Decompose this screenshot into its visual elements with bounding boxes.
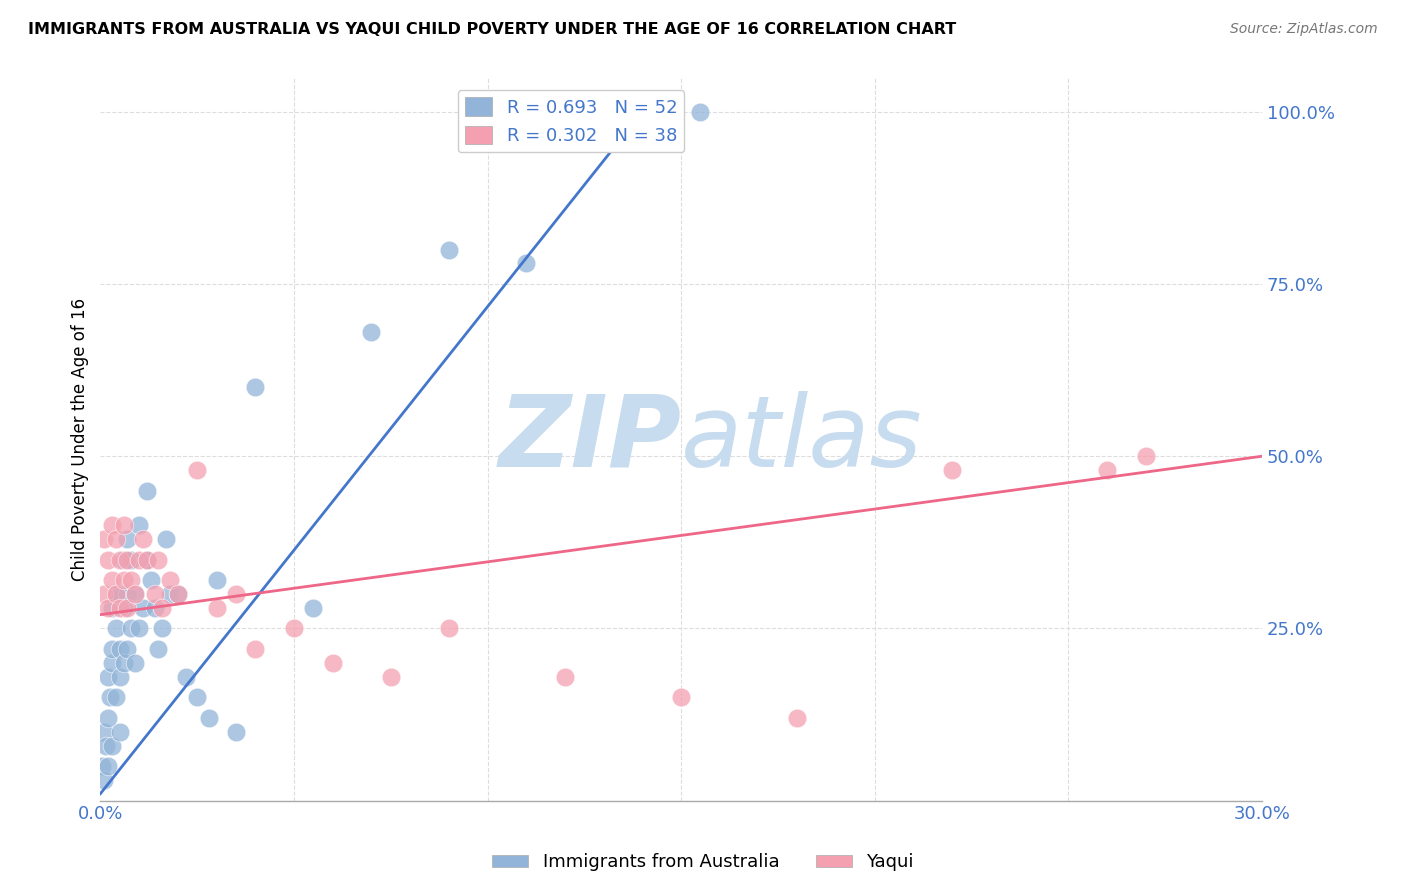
- Point: [112, 656, 135, 670]
- Legend: Immigrants from Australia, Yaqui: Immigrants from Australia, Yaqui: [485, 847, 921, 879]
- Point: [93, 587, 115, 601]
- Point: [128, 552, 150, 566]
- Point: [155, 532, 177, 546]
- Point: [166, 587, 188, 601]
- Point: [205, 600, 228, 615]
- Point: [124, 656, 146, 670]
- Point: [437, 243, 460, 257]
- Point: [108, 552, 131, 566]
- Point: [283, 622, 305, 636]
- Point: [101, 600, 124, 615]
- Point: [112, 573, 135, 587]
- Point: [120, 622, 142, 636]
- Point: [515, 256, 537, 270]
- Point: [186, 463, 208, 477]
- Point: [97, 759, 120, 773]
- Point: [97, 600, 120, 615]
- Point: [120, 552, 142, 566]
- Point: [554, 670, 576, 684]
- Point: [128, 622, 150, 636]
- Point: [1135, 449, 1157, 463]
- Point: [135, 483, 157, 498]
- Point: [104, 587, 127, 601]
- Point: [245, 380, 267, 394]
- Point: [98, 690, 121, 705]
- Point: [93, 532, 115, 546]
- Point: [101, 739, 124, 753]
- Point: [380, 670, 402, 684]
- Point: [97, 670, 120, 684]
- Text: Source: ZipAtlas.com: Source: ZipAtlas.com: [1230, 22, 1378, 37]
- Point: [166, 587, 188, 601]
- Point: [159, 573, 181, 587]
- Y-axis label: Child Poverty Under the Age of 16: Child Poverty Under the Age of 16: [72, 297, 89, 581]
- Point: [117, 532, 139, 546]
- Point: [437, 622, 460, 636]
- Point: [941, 463, 963, 477]
- Point: [104, 690, 127, 705]
- Point: [91, 759, 114, 773]
- Point: [124, 587, 146, 601]
- Point: [96, 739, 118, 753]
- Legend: R = 0.693   N = 52, R = 0.302   N = 38: R = 0.693 N = 52, R = 0.302 N = 38: [458, 90, 685, 153]
- Point: [186, 690, 208, 705]
- Point: [108, 670, 131, 684]
- Point: [135, 552, 157, 566]
- Point: [174, 670, 197, 684]
- Point: [97, 711, 120, 725]
- Point: [148, 642, 170, 657]
- Point: [205, 573, 228, 587]
- Point: [112, 552, 135, 566]
- Point: [360, 326, 382, 340]
- Point: [108, 724, 131, 739]
- Point: [97, 552, 120, 566]
- Point: [245, 642, 267, 657]
- Point: [1095, 463, 1118, 477]
- Point: [132, 600, 155, 615]
- Point: [104, 622, 127, 636]
- Text: IMMIGRANTS FROM AUSTRALIA VS YAQUI CHILD POVERTY UNDER THE AGE OF 16 CORRELATION: IMMIGRANTS FROM AUSTRALIA VS YAQUI CHILD…: [28, 22, 956, 37]
- Point: [117, 552, 139, 566]
- Point: [689, 104, 711, 119]
- Point: [143, 600, 166, 615]
- Point: [108, 600, 131, 615]
- Point: [225, 724, 247, 739]
- Point: [120, 573, 142, 587]
- Point: [101, 573, 124, 587]
- Point: [104, 587, 127, 601]
- Point: [128, 518, 150, 533]
- Point: [143, 587, 166, 601]
- Point: [225, 587, 247, 601]
- Text: atlas: atlas: [681, 391, 922, 488]
- Point: [104, 532, 127, 546]
- Point: [132, 532, 155, 546]
- Point: [124, 587, 146, 601]
- Point: [150, 622, 173, 636]
- Point: [101, 642, 124, 657]
- Point: [159, 587, 181, 601]
- Point: [786, 711, 808, 725]
- Point: [117, 587, 139, 601]
- Point: [108, 642, 131, 657]
- Point: [101, 656, 124, 670]
- Point: [322, 656, 344, 670]
- Point: [197, 711, 219, 725]
- Point: [112, 518, 135, 533]
- Point: [150, 600, 173, 615]
- Point: [117, 642, 139, 657]
- Point: [108, 587, 131, 601]
- Point: [302, 600, 325, 615]
- Point: [139, 573, 162, 587]
- Point: [148, 552, 170, 566]
- Point: [669, 690, 692, 705]
- Point: [93, 772, 115, 787]
- Point: [93, 724, 115, 739]
- Point: [101, 518, 124, 533]
- Point: [117, 600, 139, 615]
- Point: [112, 600, 135, 615]
- Text: ZIP: ZIP: [498, 391, 681, 488]
- Point: [135, 552, 157, 566]
